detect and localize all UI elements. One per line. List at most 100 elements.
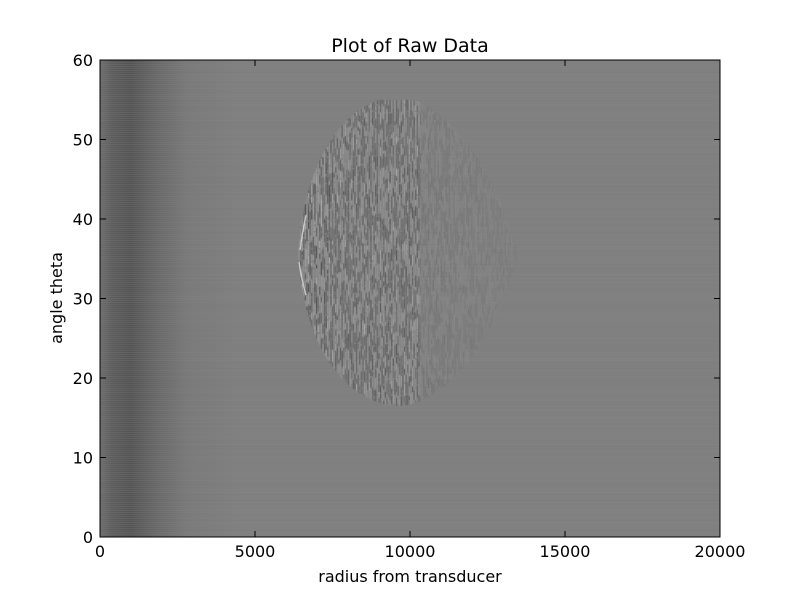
echo-streak: [336, 357, 338, 363]
echo-streak: [359, 167, 361, 171]
echo-streak: [352, 324, 354, 331]
echo-streak: [384, 174, 386, 179]
noise-row: [100, 162, 720, 163]
echo-streak: [327, 357, 329, 362]
echo-streak: [464, 229, 466, 239]
echo-streak: [308, 255, 310, 264]
echo-streak: [442, 292, 444, 298]
echo-streak: [311, 242, 313, 249]
echo-streak: [370, 193, 372, 207]
echo-streak: [356, 165, 358, 174]
echo-streak: [368, 252, 370, 258]
echo-streak: [402, 391, 404, 404]
echo-streak: [405, 287, 407, 296]
echo-streak: [424, 133, 426, 142]
noise-row: [100, 442, 720, 443]
echo-streak: [394, 239, 396, 246]
echo-streak: [410, 265, 412, 275]
echo-streak: [432, 262, 434, 272]
noise-row: [100, 322, 720, 323]
echo-streak: [399, 336, 401, 347]
echo-streak: [399, 147, 401, 154]
echo-streak: [466, 224, 468, 238]
echo-streak: [490, 317, 492, 330]
echo-streak: [407, 382, 409, 394]
echo-streak: [381, 347, 383, 357]
echo-streak: [442, 224, 444, 228]
echo-streak: [381, 327, 383, 338]
echo-streak: [316, 213, 318, 222]
echo-streak: [439, 156, 441, 166]
echo-streak: [357, 386, 359, 395]
echo-streak: [477, 226, 479, 231]
echo-streak: [448, 128, 450, 138]
echo-streak: [383, 218, 385, 225]
echo-streak: [388, 282, 390, 287]
echo-streak: [325, 269, 327, 281]
echo-streak: [503, 231, 505, 237]
echo-streak: [394, 149, 396, 163]
echo-streak: [325, 281, 327, 291]
echo-streak: [495, 245, 497, 254]
echo-streak: [354, 157, 356, 163]
echo-streak: [407, 361, 409, 365]
echo-streak: [341, 368, 343, 375]
echo-streak: [472, 337, 474, 349]
echo-streak: [324, 277, 326, 291]
echo-streak: [452, 369, 454, 377]
echo-streak: [460, 283, 462, 290]
echo-streak: [428, 296, 430, 308]
echo-streak: [402, 218, 404, 229]
echo-streak: [448, 230, 450, 244]
echo-streak: [407, 111, 409, 124]
echo-streak: [400, 144, 402, 155]
echo-streak: [429, 116, 431, 121]
echo-streak: [440, 332, 442, 343]
echo-streak: [418, 208, 420, 219]
echo-streak: [480, 304, 482, 317]
echo-streak: [335, 351, 337, 355]
echo-streak: [511, 257, 513, 268]
echo-streak: [376, 236, 378, 249]
echo-streak: [375, 237, 377, 244]
echo-streak: [348, 320, 350, 334]
echo-streak: [440, 278, 442, 286]
echo-streak: [428, 323, 430, 333]
noise-row: [100, 212, 720, 213]
echo-streak: [399, 161, 401, 166]
echo-streak: [472, 205, 474, 216]
echo-streak: [432, 114, 434, 125]
echo-streak: [490, 199, 492, 210]
echo-streak: [343, 291, 345, 304]
echo-streak: [376, 270, 378, 282]
echo-streak: [471, 232, 473, 241]
echo-streak: [359, 136, 361, 143]
echo-streak: [405, 146, 407, 155]
echo-streak: [304, 273, 306, 280]
echo-streak: [455, 317, 457, 331]
echo-streak: [444, 296, 446, 301]
echo-streak: [348, 151, 350, 160]
echo-streak: [340, 296, 342, 305]
echo-streak: [343, 251, 345, 264]
echo-streak: [423, 375, 425, 389]
echo-streak: [375, 324, 377, 330]
echo-streak: [439, 200, 441, 204]
echo-streak: [410, 203, 412, 209]
echo-streak: [439, 204, 441, 210]
echo-streak: [356, 383, 358, 394]
echo-streak: [335, 294, 337, 299]
echo-streak: [469, 255, 471, 269]
echo-streak: [365, 150, 367, 160]
echo-streak: [428, 286, 430, 295]
echo-streak: [448, 137, 450, 141]
echo-streak: [434, 132, 436, 136]
echo-streak: [348, 177, 350, 189]
echo-streak: [426, 212, 428, 224]
echo-streak: [450, 369, 452, 374]
echo-streak: [404, 294, 406, 298]
echo-streak: [404, 281, 406, 294]
echo-streak: [447, 309, 449, 314]
echo-streak: [493, 295, 495, 301]
echo-streak: [336, 131, 338, 138]
